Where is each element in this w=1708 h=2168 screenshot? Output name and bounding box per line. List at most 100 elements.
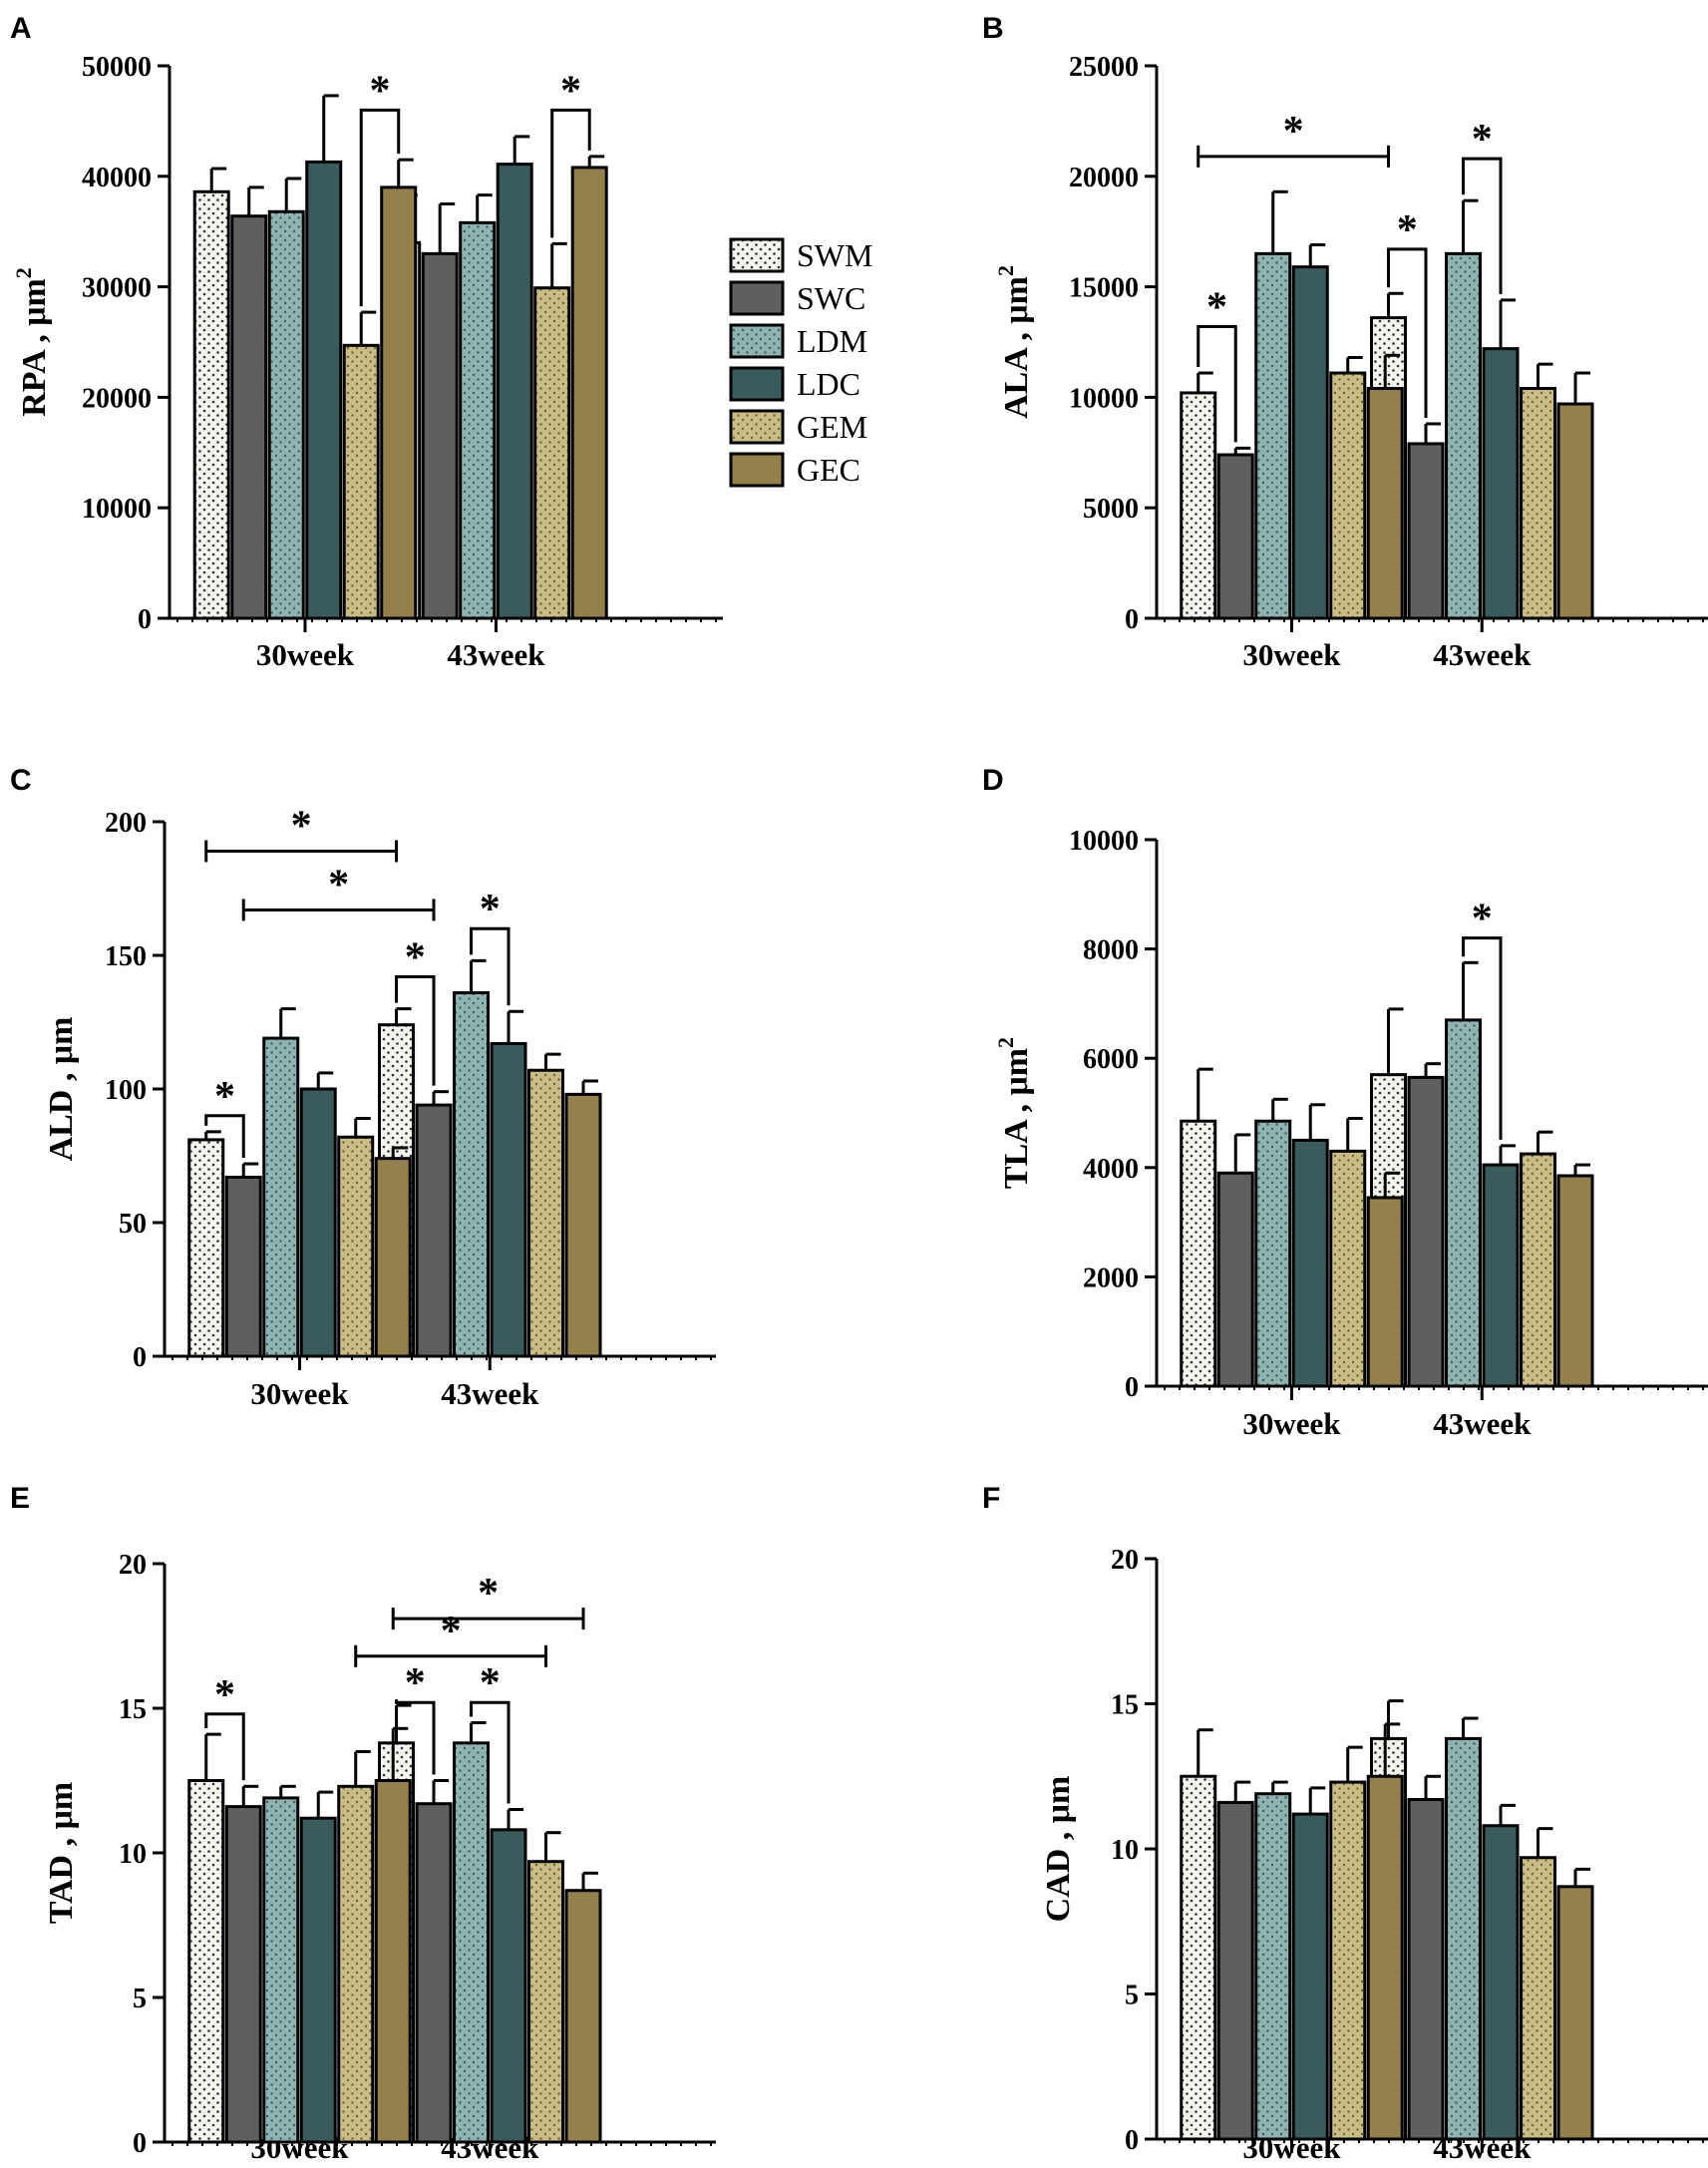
bar-SWM-30week <box>1180 1119 1217 1388</box>
y-tick-label: 150 <box>105 941 147 972</box>
significance-star: * <box>1206 284 1227 330</box>
y-tick-label: 15000 <box>1069 273 1139 304</box>
y-tick-label: 5000 <box>1083 494 1139 525</box>
x-tick-label: 30week <box>1242 1406 1341 1441</box>
x-tick-label: 43week <box>1433 1406 1532 1441</box>
significance-bracket <box>550 108 591 238</box>
panel-letter: F <box>982 1482 1000 1515</box>
bar-GEM-30week <box>1329 1780 1367 2141</box>
y-tick-label: 30000 <box>82 273 152 304</box>
bar-SWC-30week <box>1216 453 1254 620</box>
bar-SWC-43week <box>1407 1798 1445 2141</box>
y-tick-label: 15 <box>119 1694 147 1725</box>
significance-star: * <box>480 887 501 932</box>
bar-LDC-43week <box>1482 1163 1520 1388</box>
significance-star: * <box>441 1609 462 1654</box>
bar-SWM-30week <box>187 1779 225 2144</box>
significance-bracket <box>1196 324 1237 443</box>
bar-GEC-43week <box>1556 1885 1594 2141</box>
bar-GEC-43week <box>570 166 608 620</box>
y-axis-label: ALD , μm <box>43 1017 80 1162</box>
panel-D: D 0 2000 4000 6000 8000 10000 TLA , μm2 30week 43… <box>982 764 1708 1441</box>
bar-GEM-43week <box>533 286 571 620</box>
x-tick-label: 43week <box>441 1376 539 1411</box>
bar-LDC-30week <box>1291 1812 1329 2141</box>
panel-letter: C <box>10 764 32 797</box>
bar-LDM-43week <box>453 1741 491 2144</box>
significance-star: * <box>1472 117 1493 163</box>
y-tick-label: 20 <box>1111 1545 1139 1576</box>
bar-GEM-43week <box>527 1068 565 1358</box>
y-tick-label: 0 <box>1125 2125 1139 2156</box>
bar-SWC-30week <box>230 214 268 620</box>
bar-GEM-30week <box>337 1135 375 1358</box>
y-tick-label: 50000 <box>82 52 152 83</box>
bar-SWM-30week <box>1180 1774 1217 2141</box>
significance-star: * <box>214 1074 235 1120</box>
bar-SWC-43week <box>1407 1075 1445 1388</box>
legend-label-LDC: LDC <box>797 366 860 402</box>
bar-LDM-30week <box>262 1036 300 1358</box>
y-tick-label: 10000 <box>1069 826 1139 857</box>
y-tick-label: 0 <box>133 2128 147 2159</box>
y-tick-label: 6000 <box>1083 1044 1139 1075</box>
bar-GEM-43week <box>1520 387 1557 620</box>
bar-GEC-30week <box>1366 1196 1404 1388</box>
y-tick-label: 5 <box>133 1984 147 2014</box>
significance-bracket <box>470 1700 511 1804</box>
y-tick-label: 4000 <box>1083 1154 1139 1185</box>
bar-LDM-43week <box>459 220 497 620</box>
y-axis-label-superscript: 2 <box>993 1037 1018 1048</box>
bar-LDC-43week <box>490 1041 527 1358</box>
y-tick-label: 0 <box>138 604 152 635</box>
y-tick-label: 200 <box>105 808 147 839</box>
x-tick-label: 43week <box>1433 637 1532 672</box>
bar-GEC-43week <box>564 1889 602 2144</box>
bar-GEM-30week <box>1329 371 1367 620</box>
significance-bracket <box>395 974 436 1086</box>
y-tick-label: 40000 <box>82 163 152 193</box>
bar-SWC-30week <box>1216 1171 1254 1388</box>
panel-B: B 0 5000 10000 15000 20000 25000 ALA , μm2 30wee… <box>982 12 1708 672</box>
bar-GEM-43week <box>1520 1856 1557 2141</box>
x-tick-label: 30week <box>250 1376 349 1411</box>
y-tick-label: 0 <box>133 1342 147 1373</box>
x-tick-label: 30week <box>1242 637 1341 672</box>
x-tick-label: 30week <box>256 637 355 672</box>
bar-LDC-43week <box>1482 1824 1520 2141</box>
significance-bracket <box>359 108 401 307</box>
significance-star: * <box>480 1660 501 1706</box>
bar-LDC-30week <box>299 1816 337 2144</box>
panel-letter: D <box>982 764 1004 797</box>
bar-SWC-30week <box>224 1175 262 1358</box>
bar-LDC-30week <box>305 160 343 620</box>
bar-SWC-43week <box>421 251 459 620</box>
bar-LDM-30week <box>1254 1792 1292 2141</box>
legend-label-SWC: SWC <box>797 280 865 316</box>
bar-GEM-30week <box>342 343 380 620</box>
y-tick-label: 50 <box>119 1209 147 1240</box>
y-tick-label: 25000 <box>1069 52 1139 83</box>
y-tick-label: 0 <box>1125 604 1139 635</box>
bar-LDM-43week <box>1445 251 1483 620</box>
panel-letter: B <box>982 12 1004 45</box>
significance-bracket <box>470 926 511 1006</box>
y-tick-label: 10 <box>1111 1835 1139 1866</box>
significance-bracket <box>1387 247 1428 418</box>
bar-GEM-30week <box>337 1784 375 2144</box>
bar-LDM-43week <box>453 991 491 1358</box>
bar-LDM-30week <box>1254 251 1292 620</box>
legend: SWM SWC LDM LDC GEM GEC <box>729 237 872 488</box>
bar-SWM-30week <box>1180 391 1217 620</box>
significance-bracket <box>395 1699 436 1775</box>
y-axis-label: RPA , μm2 <box>11 267 53 417</box>
significance-bracket <box>1462 936 1503 1140</box>
legend-swatch-GEM <box>729 409 785 445</box>
significance-star: * <box>1283 109 1304 155</box>
y-tick-label: 2000 <box>1083 1263 1139 1293</box>
bar-GEC-30week <box>1366 1774 1404 2141</box>
